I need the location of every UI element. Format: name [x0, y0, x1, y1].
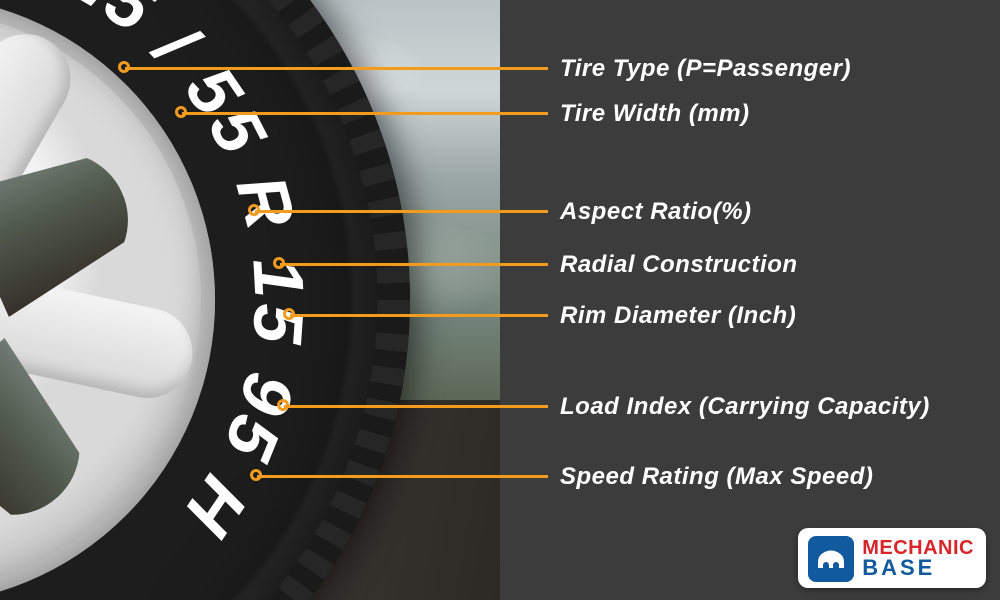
label-aspect: Aspect Ratio(%): [560, 198, 752, 226]
label-radial: Radial Construction: [560, 251, 798, 279]
label-load: Load Index (Carrying Capacity): [560, 393, 930, 421]
rim-cutout: [0, 322, 107, 542]
label-width: Tire Width (mm): [560, 100, 750, 128]
label-speed: Speed Rating (Max Speed): [560, 463, 873, 491]
logo-line2: BASE: [862, 558, 974, 579]
label-type: Tire Type (P=Passenger): [560, 55, 851, 83]
rim-spoke: [0, 256, 201, 406]
scene-left: P 225 / 55 R 15 95 H: [0, 0, 500, 600]
labels-panel: [500, 0, 1000, 600]
callout-line: [257, 475, 548, 478]
wheel-rim: [0, 0, 215, 600]
rim-cutout: [0, 131, 150, 326]
brand-logo: MECHANIC BASE: [798, 528, 986, 588]
callout-line: [125, 67, 548, 70]
callout-line: [284, 405, 548, 408]
callout-line: [182, 112, 548, 115]
infographic-canvas: P 225 / 55 R 15 95 H Tire Type (P=Passen…: [0, 0, 1000, 600]
logo-badge-icon: [808, 536, 854, 582]
label-rim: Rim Diameter (Inch): [560, 302, 796, 330]
callout-line: [255, 210, 548, 213]
rim-spoke: [0, 18, 87, 323]
callout-line: [280, 263, 548, 266]
tire: [0, 0, 410, 600]
callout-line: [290, 314, 548, 317]
